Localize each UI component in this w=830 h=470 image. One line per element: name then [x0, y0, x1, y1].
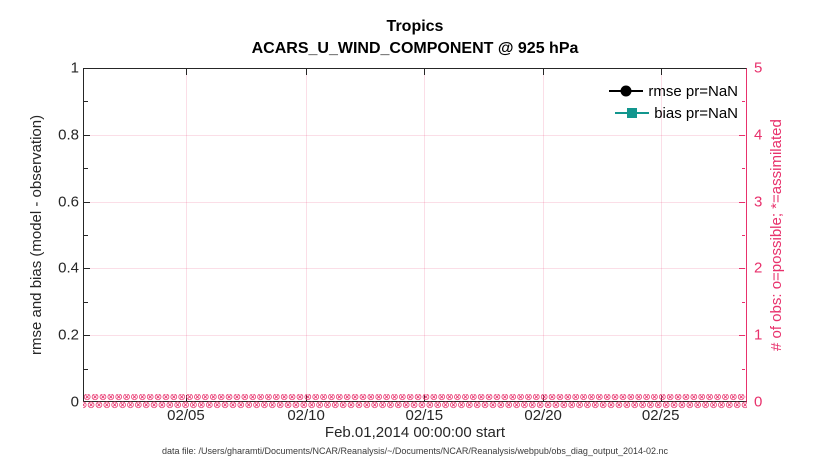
right-y-axis-label: # of obs: o=possible; *=assimilated [768, 119, 785, 351]
legend-label: bias pr=NaN [654, 104, 738, 122]
left-axis-tick [84, 134, 90, 136]
obs-marker-row: ⊗⊗⊗⊗⊗⊗⊗⊗⊗⊗⊗⊗⊗⊗⊗⊗⊗⊗⊗⊗⊗⊗⊗⊗⊗⊗⊗⊗⊗⊗⊗⊗⊗⊗⊗⊗⊗⊗⊗⊗… [83, 400, 747, 411]
right-y-tick-label: 5 [754, 59, 763, 77]
top-axis-tick [185, 69, 187, 75]
left-y-tick-label: 0.6 [58, 193, 79, 211]
right-axis-tick [739, 134, 745, 136]
legend-line [615, 108, 650, 118]
obs-marker-row: ⊗⊗⊗⊗⊗⊗⊗⊗⊗⊗⊗⊗⊗⊗⊗⊗⊗⊗⊗⊗⊗⊗⊗⊗⊗⊗⊗⊗⊗⊗⊗⊗⊗⊗⊗⊗⊗⊗⊗⊗… [83, 394, 747, 403]
top-axis-tick [424, 69, 426, 75]
gridline-vertical [306, 69, 308, 401]
right-axis-minor-tick [741, 301, 745, 303]
left-y-tick-label: 0.8 [58, 126, 79, 144]
left-axis-minor-tick [84, 368, 88, 370]
left-axis-minor-tick [84, 235, 88, 236]
x-tick-label: 02/05 [167, 407, 205, 424]
right-y-tick-label: 1 [754, 326, 763, 344]
left-axis-minor-tick [84, 101, 88, 103]
gridline-vertical [543, 69, 545, 401]
left-y-tick-label: 1 [70, 59, 79, 77]
left-axis-tick [84, 268, 90, 270]
legend-circle-marker-icon [620, 85, 632, 97]
gridline-vertical [660, 69, 662, 401]
right-y-tick-label: 0 [754, 393, 763, 411]
legend-entry: bias pr=NaN [609, 102, 738, 124]
right-axis-tick [739, 335, 745, 337]
x-tick-label: 02/20 [524, 407, 562, 424]
obs-count-marker-band: ⊗⊗⊗⊗⊗⊗⊗⊗⊗⊗⊗⊗⊗⊗⊗⊗⊗⊗⊗⊗⊗⊗⊗⊗⊗⊗⊗⊗⊗⊗⊗⊗⊗⊗⊗⊗⊗⊗⊗⊗… [83, 394, 747, 410]
left-axis-minor-tick [84, 168, 88, 170]
gridline-horizontal [84, 268, 746, 270]
left-y-axis-label: rmse and bias (model - observation) [28, 114, 45, 356]
plot-subtitle: ACARS_U_WIND_COMPONENT @ 925 hPa [251, 40, 579, 57]
bottom-axis-tick [660, 395, 662, 401]
legend-label: rmse pr=NaN [648, 82, 738, 100]
gridline-vertical [424, 69, 426, 401]
left-axis-tick [84, 201, 90, 203]
gridline-horizontal [84, 335, 746, 337]
top-axis-tick [543, 69, 545, 75]
legend: rmse pr=NaN bias pr=NaN [609, 80, 738, 124]
left-y-tick-label: 0.2 [58, 326, 79, 344]
gridline-horizontal [84, 201, 746, 203]
plot-area [83, 68, 747, 402]
x-axis-label: Feb.01,2014 00:00:00 start [324, 424, 506, 441]
right-y-tick-label: 3 [754, 193, 763, 211]
bottom-axis-tick [306, 395, 308, 401]
legend-line [609, 85, 644, 97]
plot-title: Tropics [386, 18, 444, 35]
top-axis-tick [306, 69, 308, 75]
x-tick-label: 02/25 [641, 407, 680, 424]
right-axis-minor-tick [741, 168, 745, 170]
left-axis-minor-tick [84, 301, 88, 303]
left-axis-tick [84, 335, 90, 337]
right-axis-minor-tick [741, 101, 745, 103]
gridline-horizontal [84, 134, 746, 136]
x-tick-label: 02/10 [287, 407, 325, 424]
right-y-tick-label: 2 [754, 259, 763, 277]
legend-square-marker-icon [627, 108, 638, 118]
right-axis-minor-tick [741, 368, 745, 370]
left-y-tick-label: 0.4 [58, 259, 79, 277]
bottom-axis-tick [424, 395, 426, 401]
left-y-tick-label: 0 [70, 393, 79, 411]
right-axis-tick [739, 201, 745, 203]
legend-entry: rmse pr=NaN [609, 80, 738, 102]
x-tick-label: 02/15 [405, 407, 444, 424]
bottom-axis-tick [543, 395, 545, 401]
right-axis-tick [739, 268, 745, 270]
datafile-caption: data file: /Users/gharamti/Documents/NCA… [161, 446, 668, 456]
bottom-axis-tick [185, 395, 187, 401]
top-axis-tick [660, 69, 662, 75]
right-y-tick-label: 4 [754, 126, 763, 144]
right-axis-minor-tick [741, 235, 745, 236]
gridline-vertical [185, 69, 187, 401]
